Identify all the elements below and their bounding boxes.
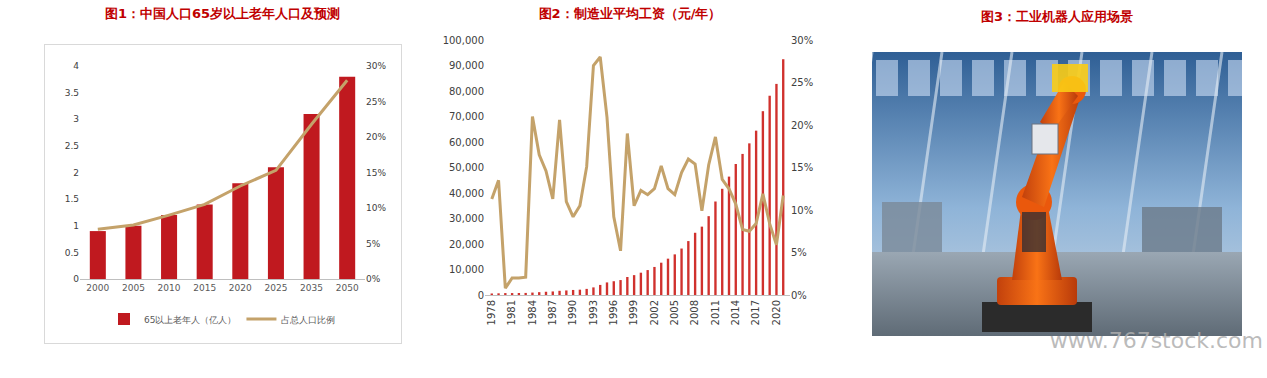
svg-text:3: 3	[73, 114, 79, 124]
svg-text:5%: 5%	[366, 239, 381, 249]
svg-text:0%: 0%	[791, 290, 807, 301]
svg-text:0%: 0%	[366, 274, 381, 284]
svg-text:1987: 1987	[547, 300, 558, 325]
svg-text:25%: 25%	[791, 77, 813, 88]
svg-text:0: 0	[478, 290, 484, 301]
svg-text:60,000: 60,000	[449, 137, 484, 148]
svg-text:2010: 2010	[158, 283, 181, 293]
svg-text:2025: 2025	[264, 283, 287, 293]
svg-text:30,000: 30,000	[449, 213, 484, 224]
svg-text:2020: 2020	[229, 283, 252, 293]
svg-text:50,000: 50,000	[449, 162, 484, 173]
svg-text:90,000: 90,000	[449, 60, 484, 71]
svg-text:10,000: 10,000	[449, 264, 484, 275]
svg-text:80,000: 80,000	[449, 86, 484, 97]
html-text:图3：工业机器人应用场景: 图3：工业机器人应用场景	[981, 9, 1133, 24]
svg-text:100,000: 100,000	[443, 35, 484, 46]
svg-text:20%: 20%	[366, 132, 386, 142]
svg-text:2020: 2020	[771, 300, 782, 325]
svg-text:1990: 1990	[567, 300, 578, 325]
svg-text:1984: 1984	[527, 300, 538, 325]
svg-text:图2：制造业平均工资（元/年）: 图2：制造业平均工资（元/年）	[539, 6, 722, 21]
svg-text:1999: 1999	[628, 300, 639, 325]
svg-text:15%: 15%	[366, 168, 386, 178]
svg-text:65以上老年人（亿人）: 65以上老年人（亿人）	[144, 315, 236, 325]
svg-text:40,000: 40,000	[449, 188, 484, 199]
svg-text:5%: 5%	[791, 247, 807, 258]
svg-text:2.5: 2.5	[65, 141, 79, 151]
svg-text:1978: 1978	[486, 300, 497, 325]
svg-text:0: 0	[73, 274, 79, 284]
svg-text:30%: 30%	[791, 35, 813, 46]
svg-text:2035: 2035	[300, 283, 323, 293]
svg-text:2005: 2005	[669, 300, 680, 325]
svg-text:1981: 1981	[506, 300, 517, 325]
svg-text:3.5: 3.5	[65, 88, 79, 98]
svg-text:2014: 2014	[730, 300, 741, 325]
svg-text:20,000: 20,000	[449, 239, 484, 250]
svg-text:10%: 10%	[366, 203, 386, 213]
svg-text:2011: 2011	[710, 300, 721, 325]
svg-text:2017: 2017	[750, 300, 761, 325]
svg-text:70,000: 70,000	[449, 111, 484, 122]
svg-text:1996: 1996	[608, 300, 619, 325]
svg-text:图1：中国人口65岁以上老年人口及预测: 图1：中国人口65岁以上老年人口及预测	[105, 6, 340, 21]
svg-text:1993: 1993	[588, 300, 599, 325]
svg-text:1: 1	[73, 221, 79, 231]
svg-text:2015: 2015	[193, 283, 216, 293]
svg-text:0.5: 0.5	[65, 248, 79, 258]
svg-text:2002: 2002	[649, 300, 660, 325]
svg-text:10%: 10%	[791, 205, 813, 216]
html-text:www.767stock.com: www.767stock.com	[1049, 328, 1263, 353]
svg-text:1.5: 1.5	[65, 194, 79, 204]
svg-text:2: 2	[73, 168, 79, 178]
svg-text:2050: 2050	[336, 283, 359, 293]
svg-text:20%: 20%	[791, 120, 813, 131]
svg-text:2008: 2008	[689, 300, 700, 325]
svg-text:2000: 2000	[86, 283, 109, 293]
svg-text:2005: 2005	[122, 283, 145, 293]
svg-text:15%: 15%	[791, 162, 813, 173]
svg-text:4: 4	[73, 61, 79, 71]
svg-text:占总人口比例: 占总人口比例	[281, 315, 335, 325]
svg-text:30%: 30%	[366, 61, 386, 71]
svg-text:25%: 25%	[366, 97, 386, 107]
